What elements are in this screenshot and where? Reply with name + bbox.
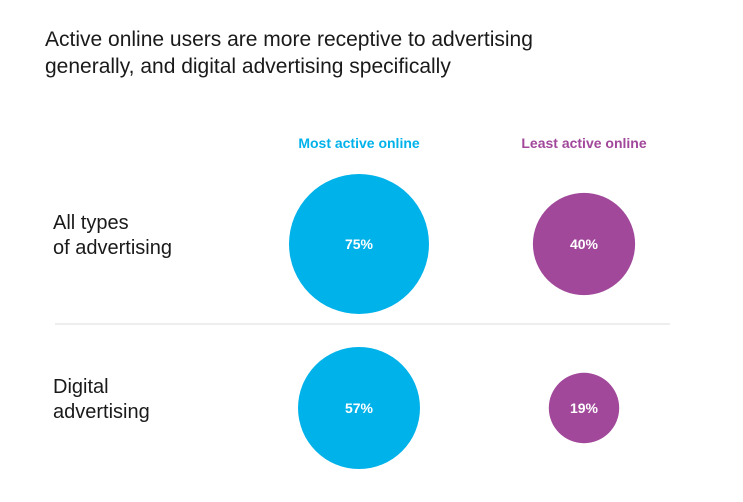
column-header-most-active: Most active online [298, 135, 420, 151]
row-label: Digital advertising [53, 376, 150, 423]
bubble-most-active [289, 174, 429, 314]
chart-title: Active online users are more receptive t… [45, 26, 645, 80]
bubble-value-label: 40% [570, 236, 599, 252]
chart-title-line-2: generally, and digital advertising speci… [45, 55, 451, 78]
bubble-most-active [298, 347, 420, 469]
bubble-value-label: 75% [345, 236, 374, 252]
row-label: All types of advertising [53, 212, 172, 259]
bubble-least-active [532, 192, 636, 296]
chart-row-2: Digital advertising 57% 19% [53, 347, 620, 469]
bubble-value-label: 19% [570, 400, 599, 416]
column-header-least-active: Least active online [521, 135, 646, 151]
column-headers: Most active online Least active online [298, 135, 647, 151]
chart-rows: All types of advertising 75% 40% Digital adve… [53, 174, 670, 469]
chart-title-line-1: Active online users are more receptive t… [45, 28, 533, 51]
chart-row-1: All types of advertising 75% 40% [53, 174, 636, 314]
bubble-least-active [548, 372, 620, 444]
bubble-value-label: 57% [345, 400, 374, 416]
